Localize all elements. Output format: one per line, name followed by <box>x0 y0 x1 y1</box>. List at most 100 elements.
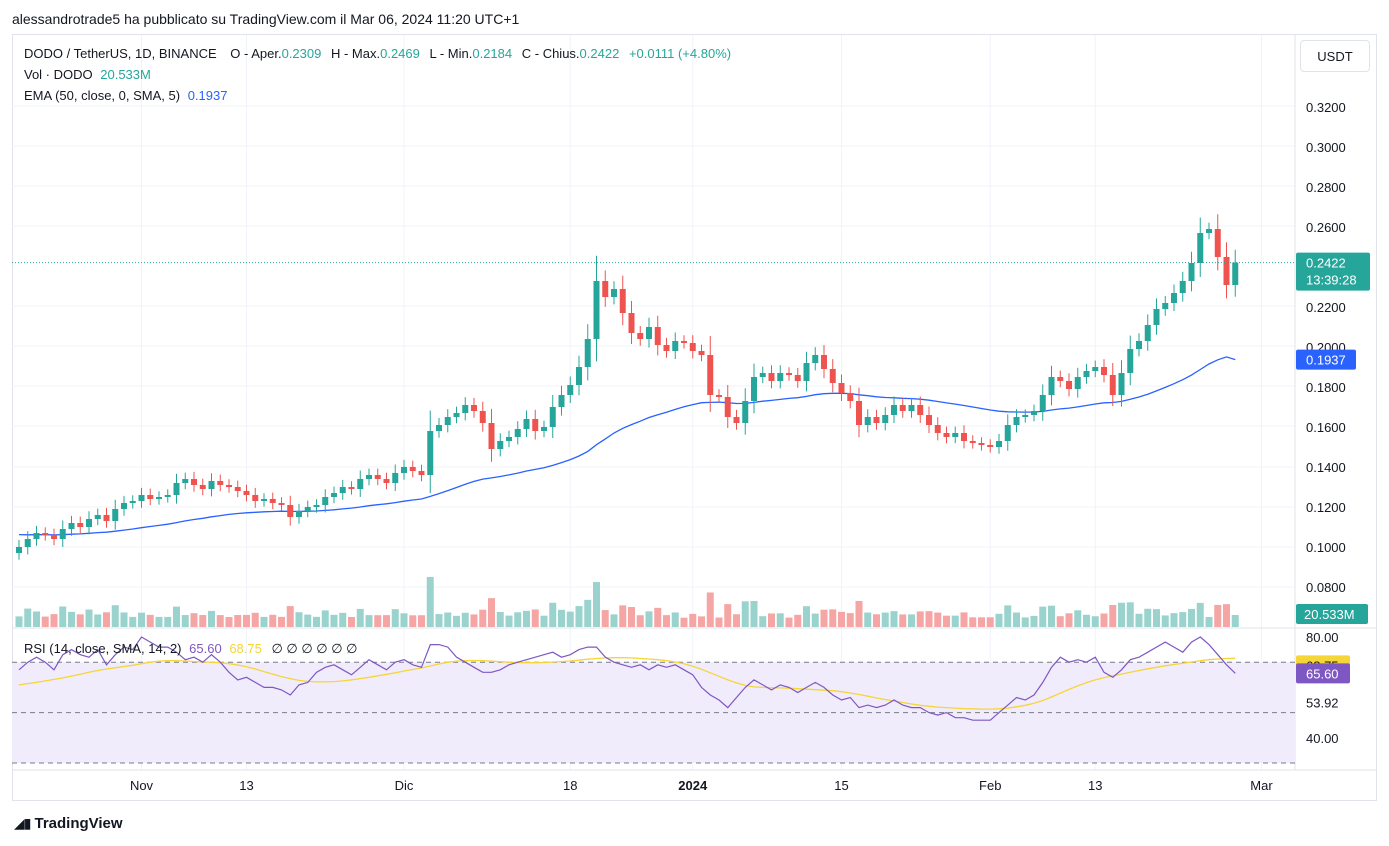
candle-body[interactable] <box>199 485 206 489</box>
candle-body[interactable] <box>532 419 539 431</box>
candle-body[interactable] <box>908 405 915 411</box>
candle-body[interactable] <box>1214 229 1221 257</box>
candle-body[interactable] <box>847 393 854 401</box>
candle-body[interactable] <box>339 487 346 493</box>
candle-body[interactable] <box>1162 303 1169 309</box>
candle-body[interactable] <box>707 355 714 395</box>
volume-label[interactable]: Vol · DODO <box>24 67 93 82</box>
candle-body[interactable] <box>1013 417 1020 425</box>
candle-body[interactable] <box>576 367 582 385</box>
candle-body[interactable] <box>978 443 985 445</box>
candle-body[interactable] <box>313 505 320 507</box>
candle-body[interactable] <box>628 313 635 333</box>
candle-body[interactable] <box>427 431 434 475</box>
candle-body[interactable] <box>173 483 180 495</box>
candle-body[interactable] <box>366 475 372 479</box>
candle-body[interactable] <box>506 437 512 441</box>
candle-body[interactable] <box>523 419 530 429</box>
candle-body[interactable] <box>304 507 311 511</box>
candle-body[interactable] <box>1232 262 1239 285</box>
candle-body[interactable] <box>698 351 705 355</box>
symbol-name[interactable]: DODO / TetherUS, 1D, BINANCE <box>24 46 217 61</box>
candle-body[interactable] <box>217 481 224 485</box>
candle-body[interactable] <box>164 495 171 497</box>
candle-body[interactable] <box>462 405 469 413</box>
candle-body[interactable] <box>961 433 967 441</box>
candle-body[interactable] <box>611 289 617 297</box>
candle-body[interactable] <box>689 343 696 351</box>
candle-body[interactable] <box>112 509 119 521</box>
candle-body[interactable] <box>182 479 189 483</box>
candle-body[interactable] <box>1048 377 1055 395</box>
candle-body[interactable] <box>681 341 687 343</box>
candle-body[interactable] <box>891 405 897 415</box>
rsi-label[interactable]: RSI (14, close, SMA, 14, 2) <box>24 641 182 656</box>
candle-body[interactable] <box>812 355 819 363</box>
candle-body[interactable] <box>899 405 906 411</box>
candle-body[interactable] <box>996 441 1002 447</box>
candle-body[interactable] <box>1197 233 1204 263</box>
candle-body[interactable] <box>348 487 355 489</box>
candle-body[interactable] <box>619 289 626 313</box>
candle-body[interactable] <box>94 515 101 519</box>
candle-body[interactable] <box>803 363 810 381</box>
candle-body[interactable] <box>742 401 749 423</box>
candle-body[interactable] <box>68 523 75 529</box>
candle-body[interactable] <box>733 417 740 423</box>
candle-body[interactable] <box>392 473 399 483</box>
candle-body[interactable] <box>663 345 670 351</box>
candle-body[interactable] <box>856 401 862 425</box>
candle-body[interactable] <box>103 515 110 521</box>
candle-body[interactable] <box>1074 377 1081 389</box>
candle-body[interactable] <box>541 427 547 431</box>
candle-body[interactable] <box>716 395 722 397</box>
candle-body[interactable] <box>1101 367 1107 375</box>
candle-body[interactable] <box>374 475 381 479</box>
candle-body[interactable] <box>1083 371 1090 377</box>
candle-body[interactable] <box>602 281 609 297</box>
candle-body[interactable] <box>794 375 801 381</box>
candle-body[interactable] <box>1153 309 1160 325</box>
candle-body[interactable] <box>383 479 390 483</box>
candle-body[interactable] <box>549 407 556 427</box>
candle-body[interactable] <box>873 417 880 423</box>
candle-body[interactable] <box>121 503 127 509</box>
candle-body[interactable] <box>331 493 337 497</box>
candle-body[interactable] <box>829 369 836 383</box>
candle-body[interactable] <box>672 341 679 351</box>
candle-body[interactable] <box>821 355 827 369</box>
candle-body[interactable] <box>287 505 294 517</box>
candle-body[interactable] <box>768 373 775 381</box>
candle-body[interactable] <box>777 373 784 381</box>
candle-body[interactable] <box>1188 263 1195 281</box>
candle-body[interactable] <box>1144 325 1151 341</box>
candle-body[interactable] <box>322 497 329 505</box>
candle-body[interactable] <box>1057 377 1064 381</box>
candle-body[interactable] <box>584 339 591 367</box>
candle-body[interactable] <box>1136 341 1142 349</box>
candle-body[interactable] <box>444 417 451 425</box>
candle-body[interactable] <box>296 511 302 517</box>
candle-body[interactable] <box>1171 293 1177 303</box>
candle-body[interactable] <box>278 503 285 505</box>
candle-body[interactable] <box>1179 281 1186 293</box>
candle-body[interactable] <box>401 467 407 473</box>
candle-body[interactable] <box>637 333 644 339</box>
candle-body[interactable] <box>654 327 661 345</box>
candle-body[interactable] <box>1039 395 1046 411</box>
candle-body[interactable] <box>882 415 889 423</box>
candle-body[interactable] <box>208 481 215 489</box>
candle-body[interactable] <box>1092 367 1099 371</box>
candle-body[interactable] <box>917 405 924 415</box>
candle-body[interactable] <box>864 417 871 425</box>
candle-body[interactable] <box>24 539 31 547</box>
candle-body[interactable] <box>252 495 259 501</box>
candle-body[interactable] <box>786 373 792 375</box>
candle-body[interactable] <box>86 519 92 527</box>
candle-body[interactable] <box>234 487 241 491</box>
candle-body[interactable] <box>156 497 162 499</box>
candle-body[interactable] <box>759 373 766 377</box>
candle-body[interactable] <box>471 405 477 411</box>
candle-body[interactable] <box>129 501 136 503</box>
